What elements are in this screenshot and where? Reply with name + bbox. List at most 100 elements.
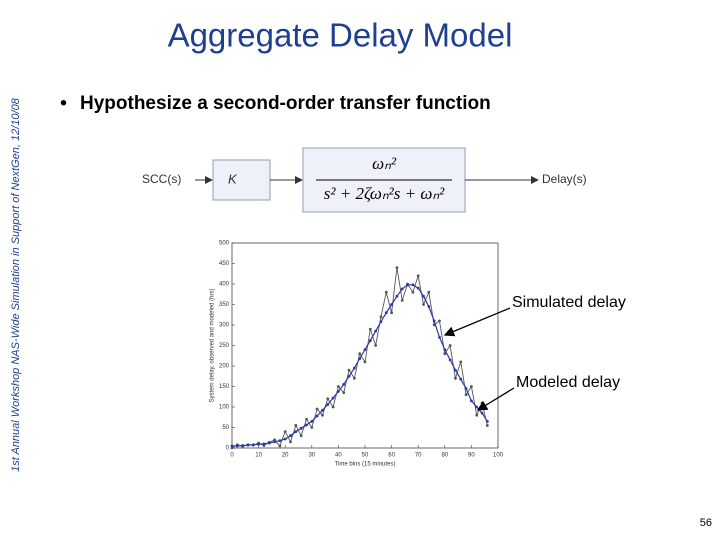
data-point — [283, 437, 287, 441]
data-point — [374, 344, 378, 347]
data-point — [363, 360, 367, 364]
x-tick-label: 10 — [255, 453, 262, 459]
annotation: Modeled delay — [516, 374, 620, 391]
data-point — [331, 396, 335, 400]
data-point — [347, 368, 351, 372]
data-point — [384, 290, 388, 294]
data-point — [379, 315, 383, 319]
data-point — [347, 374, 351, 378]
data-point — [342, 383, 346, 386]
page-number: 56 — [700, 517, 712, 529]
annotation-arrow — [476, 387, 515, 411]
data-point — [459, 360, 463, 364]
data-point — [358, 352, 362, 356]
diagram-output: Delay(s) — [542, 172, 587, 186]
data-point — [289, 440, 292, 444]
data-point — [411, 283, 415, 287]
data-point — [299, 426, 303, 430]
y-tick-label: 300 — [219, 323, 230, 329]
data-point — [310, 426, 314, 429]
data-point — [395, 266, 399, 269]
data-point — [390, 311, 393, 315]
data-point — [470, 385, 473, 388]
x-tick-label: 100 — [493, 453, 504, 459]
y-tick-label: 350 — [219, 302, 230, 308]
data-point — [485, 419, 489, 423]
x-tick-label: 80 — [441, 453, 448, 459]
data-point — [257, 442, 260, 446]
data-point — [352, 376, 356, 380]
data-point — [475, 413, 479, 417]
data-point — [321, 413, 324, 417]
diagram-input: SCC(s) — [142, 172, 181, 186]
data-point — [342, 391, 346, 395]
x-tick-label: 60 — [388, 453, 395, 459]
data-point — [427, 290, 431, 294]
data-point — [368, 327, 372, 331]
gain-box — [212, 159, 271, 201]
data-point — [438, 335, 441, 339]
annotation: Simulated delay — [512, 294, 626, 311]
x-tick-label: 20 — [282, 453, 289, 459]
data-point — [283, 430, 287, 433]
data-point — [321, 408, 324, 412]
data-point — [299, 434, 303, 438]
y-tick-label: 250 — [219, 343, 230, 349]
data-point — [411, 290, 415, 294]
bullet-marker: • — [60, 92, 67, 114]
y-tick-label: 400 — [219, 282, 230, 288]
y-tick-label: 500 — [219, 241, 230, 247]
y-tick-label: 100 — [219, 405, 230, 411]
data-point — [480, 411, 484, 415]
data-point — [289, 434, 292, 438]
data-point — [443, 352, 447, 356]
data-point — [273, 440, 276, 444]
data-point — [278, 444, 282, 448]
x-tick-label: 40 — [335, 453, 342, 459]
data-point — [443, 348, 447, 351]
data-point — [480, 401, 484, 405]
data-point — [374, 329, 378, 333]
annotation-arrow — [443, 307, 511, 337]
y-axis-label: System delay, observed and modeled (hrs) — [210, 289, 216, 403]
data-point — [310, 419, 314, 423]
bullet: Hypothesize a second-order transfer func… — [80, 93, 491, 114]
data-point — [406, 283, 409, 287]
block-diagram: SCC(s) K ωₙ² s² + 2ζωₙ²s + ωₙ² Delay(s) — [142, 147, 587, 213]
data-point — [464, 387, 468, 390]
data-point — [448, 344, 452, 347]
data-point — [241, 444, 245, 447]
y-tick-label: 50 — [222, 425, 229, 431]
data-point — [305, 423, 308, 427]
data-point — [251, 443, 255, 447]
x-tick-label: 50 — [362, 453, 369, 459]
data-point — [400, 287, 404, 291]
data-point — [230, 446, 234, 450]
x-tick-label: 30 — [308, 453, 315, 459]
y-tick-label: 450 — [219, 261, 230, 267]
data-point — [459, 377, 463, 381]
data-point — [368, 339, 372, 342]
data-point — [422, 294, 425, 298]
data-point — [337, 385, 340, 388]
data-point — [438, 319, 441, 323]
x-tick-label: 70 — [415, 453, 422, 459]
data-point — [363, 348, 367, 351]
data-point — [337, 390, 340, 393]
data-point — [315, 414, 319, 418]
data-point — [416, 286, 420, 290]
diagram-gain: K — [228, 171, 238, 186]
data-point — [379, 320, 383, 324]
data-point — [395, 294, 399, 298]
data-point — [273, 438, 276, 442]
x-tick-label: 90 — [468, 453, 475, 459]
data-point — [448, 358, 452, 362]
data-point — [267, 441, 271, 445]
data-point — [326, 397, 330, 401]
chart: 0 10 20 30 40 50 60 70 80 90 100 0 50 100 150 200 250 300… — [210, 241, 504, 468]
y-tick-label: 0 — [226, 446, 230, 452]
data-point — [315, 407, 319, 411]
x-tick-label: 0 — [230, 453, 234, 459]
side-note: 1st Annual Workshop NAS-Wide Simulation … — [10, 97, 22, 472]
